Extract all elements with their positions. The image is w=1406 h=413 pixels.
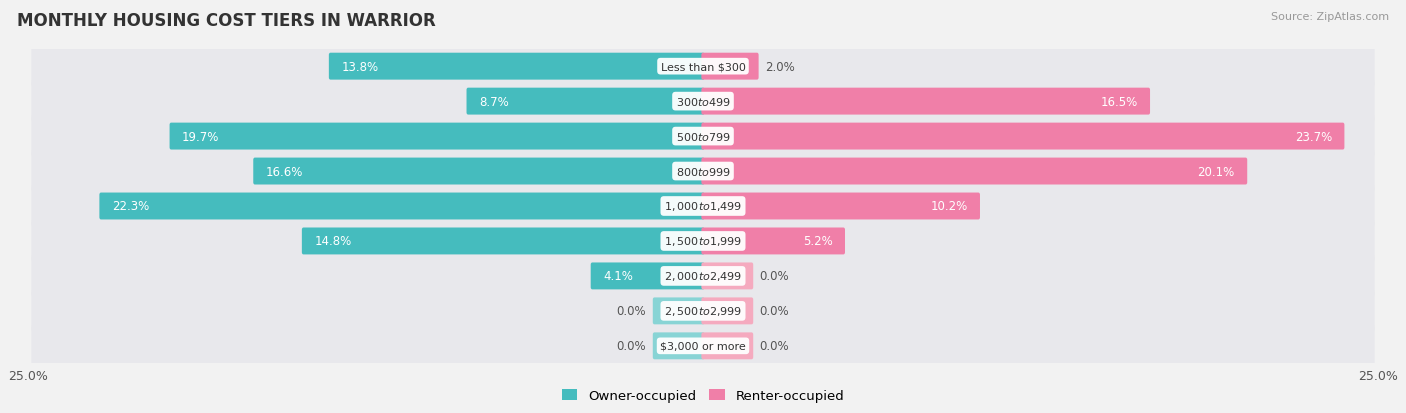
Text: $2,500 to $2,999: $2,500 to $2,999 <box>664 305 742 318</box>
FancyBboxPatch shape <box>702 54 759 81</box>
FancyBboxPatch shape <box>31 44 1375 90</box>
Text: $800 to $999: $800 to $999 <box>675 166 731 178</box>
FancyBboxPatch shape <box>702 263 754 290</box>
Text: 5.2%: 5.2% <box>803 235 832 248</box>
FancyBboxPatch shape <box>652 298 704 325</box>
FancyBboxPatch shape <box>31 79 1375 125</box>
Text: 22.3%: 22.3% <box>112 200 149 213</box>
Text: 16.6%: 16.6% <box>266 165 304 178</box>
Text: 14.8%: 14.8% <box>315 235 352 248</box>
Text: 4.1%: 4.1% <box>603 270 633 283</box>
Text: 20.1%: 20.1% <box>1198 165 1234 178</box>
Text: 10.2%: 10.2% <box>931 200 967 213</box>
FancyBboxPatch shape <box>702 88 1150 115</box>
Text: $500 to $799: $500 to $799 <box>675 131 731 143</box>
Text: 8.7%: 8.7% <box>479 95 509 108</box>
Text: $3,000 or more: $3,000 or more <box>661 341 745 351</box>
Text: MONTHLY HOUSING COST TIERS IN WARRIOR: MONTHLY HOUSING COST TIERS IN WARRIOR <box>17 12 436 30</box>
FancyBboxPatch shape <box>702 228 845 255</box>
FancyBboxPatch shape <box>253 158 704 185</box>
Text: 0.0%: 0.0% <box>617 339 647 352</box>
FancyBboxPatch shape <box>31 218 1375 264</box>
FancyBboxPatch shape <box>31 288 1375 334</box>
Text: $1,000 to $1,499: $1,000 to $1,499 <box>664 200 742 213</box>
Text: $300 to $499: $300 to $499 <box>675 96 731 108</box>
Legend: Owner-occupied, Renter-occupied: Owner-occupied, Renter-occupied <box>557 384 849 407</box>
Text: 0.0%: 0.0% <box>759 270 789 283</box>
Text: 0.0%: 0.0% <box>759 305 789 318</box>
FancyBboxPatch shape <box>302 228 704 255</box>
FancyBboxPatch shape <box>652 332 704 359</box>
FancyBboxPatch shape <box>31 253 1375 299</box>
FancyBboxPatch shape <box>591 263 704 290</box>
FancyBboxPatch shape <box>702 193 980 220</box>
Text: 0.0%: 0.0% <box>759 339 789 352</box>
FancyBboxPatch shape <box>31 149 1375 195</box>
Text: 23.7%: 23.7% <box>1295 130 1331 143</box>
Text: 13.8%: 13.8% <box>342 61 378 74</box>
Text: 19.7%: 19.7% <box>181 130 219 143</box>
Text: Less than $300: Less than $300 <box>661 62 745 72</box>
Text: 0.0%: 0.0% <box>617 305 647 318</box>
FancyBboxPatch shape <box>702 123 1344 150</box>
FancyBboxPatch shape <box>31 183 1375 230</box>
FancyBboxPatch shape <box>702 298 754 325</box>
FancyBboxPatch shape <box>329 54 704 81</box>
FancyBboxPatch shape <box>100 193 704 220</box>
FancyBboxPatch shape <box>702 332 754 359</box>
Text: $1,500 to $1,999: $1,500 to $1,999 <box>664 235 742 248</box>
FancyBboxPatch shape <box>31 114 1375 160</box>
FancyBboxPatch shape <box>170 123 704 150</box>
Text: Source: ZipAtlas.com: Source: ZipAtlas.com <box>1271 12 1389 22</box>
Text: $2,000 to $2,499: $2,000 to $2,499 <box>664 270 742 283</box>
Text: 16.5%: 16.5% <box>1101 95 1137 108</box>
FancyBboxPatch shape <box>31 323 1375 369</box>
FancyBboxPatch shape <box>702 158 1247 185</box>
FancyBboxPatch shape <box>467 88 704 115</box>
Text: 2.0%: 2.0% <box>765 61 794 74</box>
